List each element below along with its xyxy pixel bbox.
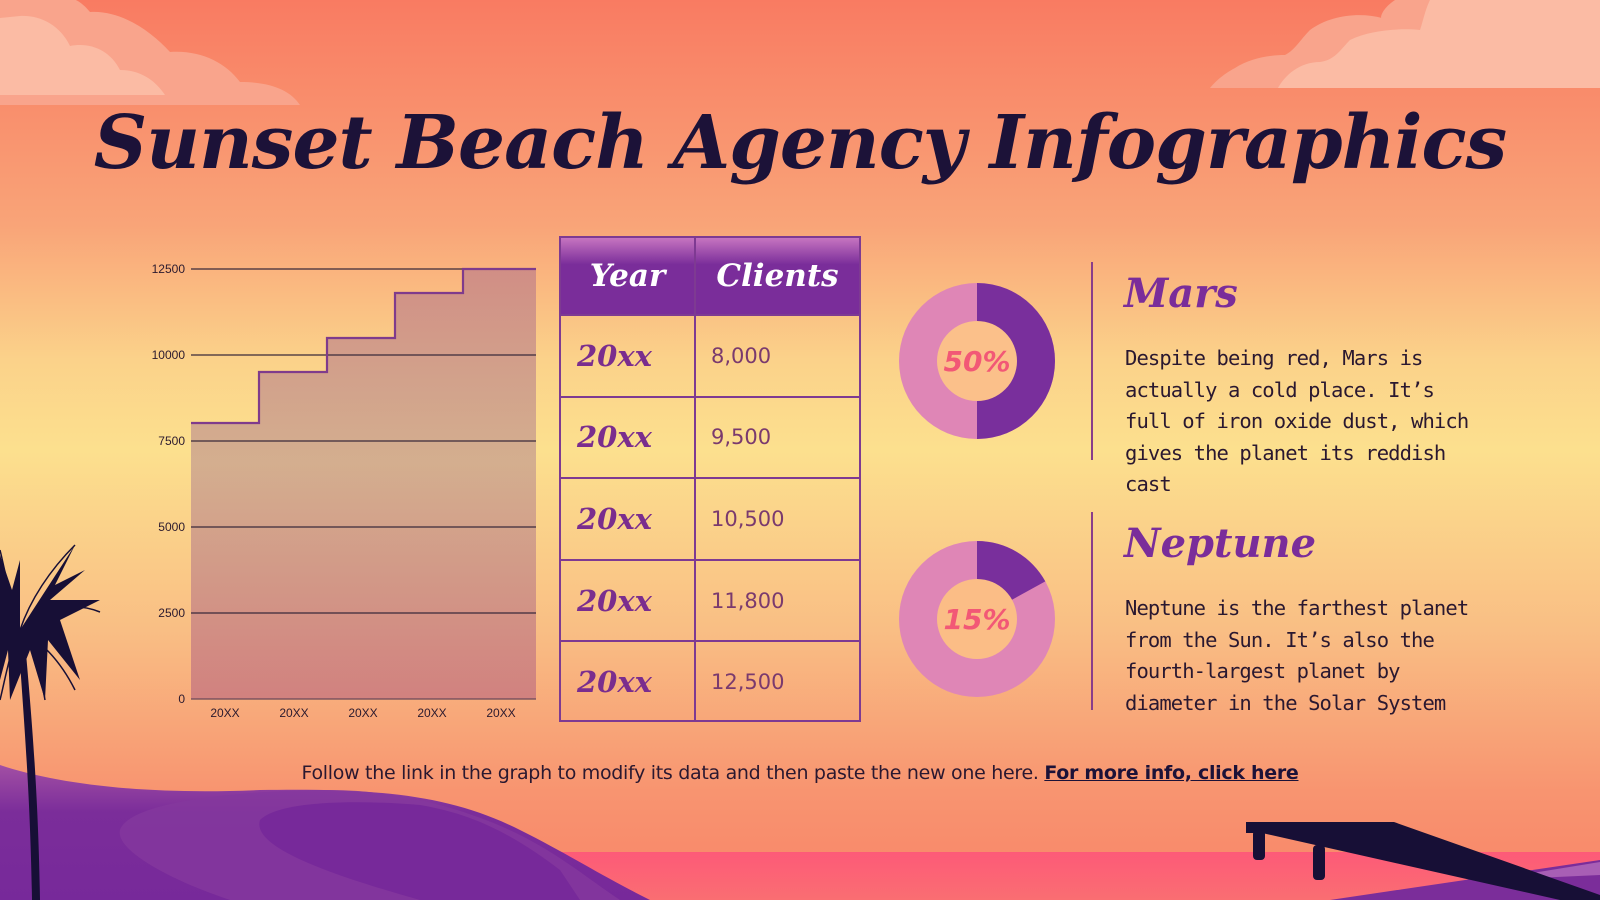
cell-year: 20xx [561,397,696,478]
footer-text: Follow the link in the graph to modify i… [301,762,1045,784]
mars-heading: Mars [1124,270,1238,317]
page-title: Sunset Beach Agency Infographics [93,100,1507,186]
palm-tree-silhouette [0,544,101,900]
sea [560,852,1600,900]
neptune-heading: Neptune [1124,520,1317,567]
y-tick: 0 [178,692,185,706]
neptune-donut-chart[interactable]: 15% [899,541,1055,697]
cell-year: 20xx [561,642,696,722]
x-tick: 20XX [486,706,516,720]
x-tick: 20XX [279,706,309,720]
cell-year: 20xx [561,479,696,559]
cloud-right [1210,0,1600,88]
y-tick: 12500 [151,262,185,276]
y-tick: 7500 [158,434,185,448]
mars-description: Despite being red, Mars is actually a co… [1125,346,1469,496]
y-tick: 5000 [158,520,185,534]
cell-year: 20xx [561,560,696,641]
y-tick: 10000 [151,348,185,362]
cell-clients: 11,800 [711,588,785,613]
table-row: 20xx 12,500 [561,640,859,722]
mars-donut-chart[interactable]: 50% [899,283,1055,439]
divider [1091,262,1093,460]
table-row: 20xx 8,000 [561,314,859,396]
header-year: Year [561,238,696,314]
clients-table: Year Clients 20xx 8,000 20xx 9,500 20xx … [559,236,861,722]
x-tick: 20XX [348,706,378,720]
x-tick: 20XX [210,706,240,720]
cell-year: 20xx [561,316,696,396]
mars-percent: 50% [943,344,1011,378]
chart-plot [191,267,536,700]
table-row: 20xx 9,500 [561,395,859,478]
header-clients: Clients [716,258,839,294]
cell-clients: 12,500 [711,670,785,695]
x-tick: 20XX [417,706,447,720]
y-tick: 2500 [158,606,185,620]
table-row: 20xx 10,500 [561,477,859,559]
step-area-chart[interactable]: 12500 10000 7500 5000 2500 0 20XX 20XX 2… [130,250,540,730]
cell-clients: 8,000 [711,343,772,368]
cell-clients: 9,500 [711,425,772,450]
table-header: Year Clients [561,238,859,314]
pier-silhouette [1246,822,1600,900]
neptune-description: Neptune is the farthest planet from the … [1125,596,1469,715]
neptune-percent: 15% [943,602,1011,636]
cloud-left [0,0,300,105]
table-row: 20xx 11,800 [561,558,859,641]
footer-note: Follow the link in the graph to modify i… [0,762,1600,784]
cell-clients: 10,500 [711,506,785,531]
divider [1091,512,1093,710]
more-info-link[interactable]: For more info, click here [1044,762,1299,784]
sand-dune [0,765,650,900]
